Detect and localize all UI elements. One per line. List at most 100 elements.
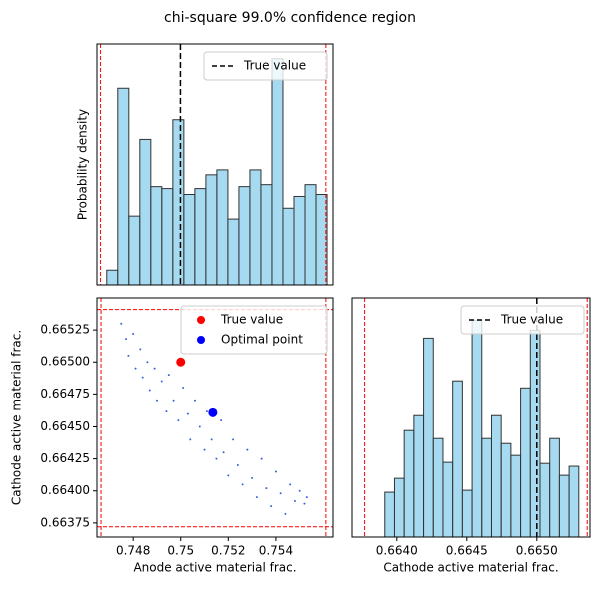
histogram-bar: [403, 429, 415, 538]
sample-point: [236, 464, 239, 467]
sample-point: [172, 399, 175, 402]
sample-point: [251, 476, 254, 479]
x-tick-label: 0.75: [167, 544, 194, 558]
sample-point: [186, 412, 189, 415]
sample-point: [215, 457, 218, 460]
x-tick-label: 0.752: [211, 544, 245, 558]
histogram-bar: [529, 329, 541, 538]
sample-point: [246, 448, 249, 451]
sample-point: [203, 448, 206, 451]
sample-point: [210, 438, 213, 441]
histogram-bar: [271, 58, 284, 286]
histogram-bar: [568, 465, 580, 538]
histogram-bar: [432, 437, 444, 538]
histogram-bar: [150, 186, 163, 286]
histogram-bar: [205, 174, 218, 286]
sample-point: [160, 380, 163, 383]
sample-point: [125, 338, 128, 341]
histogram-bar: [558, 474, 570, 538]
y-tick-label: 0.66500: [40, 355, 90, 369]
sample-point: [284, 512, 287, 515]
x-tick-label: 0.754: [259, 544, 293, 558]
sample-point: [289, 483, 292, 486]
histogram-bar: [227, 218, 240, 286]
histogram-bar: [481, 437, 492, 538]
histogram-bar: [423, 337, 434, 538]
histogram-bar: [510, 454, 522, 538]
y-tick-label: 0.66475: [40, 387, 90, 401]
sample-point: [260, 457, 263, 460]
sample-point: [198, 425, 201, 428]
sample-point: [298, 489, 301, 492]
legend-label: True value: [243, 59, 306, 73]
sample-point: [241, 483, 244, 486]
legend-label: True value: [500, 313, 563, 327]
sample-point: [120, 322, 123, 325]
legend-label: True value: [220, 313, 283, 327]
histogram-bar: [384, 491, 395, 538]
histogram-bar: [161, 188, 174, 286]
histogram-bar: [520, 387, 531, 538]
histogram-bar: [183, 194, 196, 286]
plot-frame: [351, 297, 591, 538]
histogram-bar: [117, 87, 130, 286]
x-axis-label: Cathode active material frac.: [383, 561, 558, 575]
sample-point: [270, 505, 273, 508]
histogram-bar: [238, 186, 251, 286]
sample-point: [134, 367, 137, 370]
histogram-bar: [393, 477, 405, 538]
x-tick-label: 0.6640: [376, 544, 418, 558]
y-tick-label: 0.66525: [40, 323, 90, 337]
sample-point: [222, 451, 225, 454]
sample-point: [153, 367, 156, 370]
histogram-bar: [471, 319, 483, 538]
plot-frame: [96, 297, 334, 538]
histogram-bar: [216, 169, 229, 286]
legend-box: [180, 305, 328, 355]
legend-box: [460, 305, 585, 335]
histogram-bar: [106, 269, 119, 286]
legend-label: Optimal point: [221, 333, 303, 347]
histogram-bar: [461, 489, 473, 538]
histogram-bar: [452, 380, 463, 538]
sample-point: [189, 438, 192, 441]
sample-point: [146, 361, 149, 364]
sample-point: [293, 500, 296, 503]
legend-swatch: [197, 316, 205, 324]
x-axis-label: Anode active material frac.: [133, 561, 296, 575]
sample-point: [177, 419, 180, 422]
histogram-bar: [304, 184, 317, 286]
y-tick-label: 0.66425: [40, 451, 90, 465]
histogram-bar: [490, 414, 502, 538]
histogram-bar: [128, 215, 141, 286]
sample-point: [148, 389, 151, 392]
sample-point: [127, 354, 130, 357]
histogram-bar: [442, 461, 454, 538]
histogram-bar: [260, 184, 273, 286]
histogram-bar: [293, 195, 306, 286]
sample-point: [139, 348, 142, 351]
histogram-bar: [194, 188, 207, 286]
sample-point: [165, 410, 168, 413]
figure-title: chi-square 99.0% confidence region: [164, 10, 416, 26]
histogram-bar: [172, 119, 185, 286]
x-tick-label: 0.6650: [516, 544, 558, 558]
x-tick-label: 0.748: [116, 544, 150, 558]
sample-point: [194, 399, 197, 402]
marker-point: [208, 407, 218, 417]
sample-point: [167, 374, 170, 377]
y-tick-label: 0.66450: [40, 419, 90, 433]
sample-point: [232, 438, 235, 441]
y-axis-label: Cathode active material frac.: [10, 330, 24, 505]
sample-point: [274, 470, 277, 473]
sample-point: [182, 386, 185, 389]
histogram-bar: [249, 169, 262, 286]
legend-swatch: [197, 336, 205, 344]
sample-point: [255, 496, 258, 499]
histogram-bar: [413, 414, 425, 538]
y-axis-label: Probability density: [76, 109, 90, 220]
sample-point: [141, 376, 144, 379]
plot-frame: [96, 43, 334, 286]
sample-point: [279, 492, 282, 495]
